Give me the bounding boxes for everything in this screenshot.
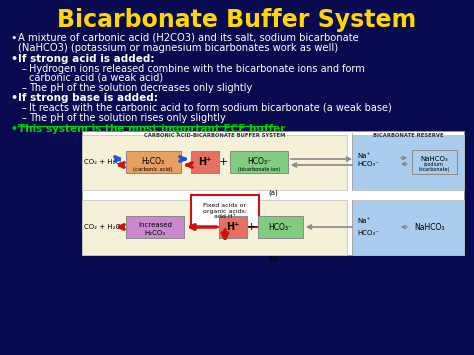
Text: (b): (b) [268,255,278,262]
Text: •: • [10,93,17,103]
Bar [219,216,247,238]
Bar [126,151,181,173]
Text: If strong acid is added:: If strong acid is added: [18,54,155,64]
Text: Na⁺: Na⁺ [357,153,370,159]
Text: CO₂ + H₂O: CO₂ + H₂O [84,159,121,165]
Text: Na⁺: Na⁺ [357,218,370,224]
Text: •: • [10,124,17,134]
Text: (bicarbonate ion): (bicarbonate ion) [238,166,280,171]
Text: carbonic acid (a weak acid): carbonic acid (a weak acid) [29,73,163,83]
Text: H₂CO₃: H₂CO₃ [145,230,165,236]
Bar [126,216,184,238]
Bar [412,150,457,174]
Text: Fixed acids or
organic acids:
add H⁺: Fixed acids or organic acids: add H⁺ [203,203,247,219]
Text: It reacts with the carbonic acid to form sodium bicarbonate (a weak base): It reacts with the carbonic acid to form… [29,103,392,113]
Text: (sodium
bicarbonate): (sodium bicarbonate) [419,162,450,173]
Bar [191,195,259,227]
Text: The pH of the solution rises only slightly: The pH of the solution rises only slight… [29,113,226,123]
Text: (carbonic acid): (carbonic acid) [133,166,173,171]
Bar [230,151,288,173]
Text: The pH of the solution decreases only slightly: The pH of the solution decreases only sl… [29,83,252,93]
Bar [258,216,303,238]
Text: +: + [219,157,228,167]
Text: •: • [10,33,17,43]
Text: A mixture of carbonic acid (H2CO3) and its salt, sodium bicarbonate: A mixture of carbonic acid (H2CO3) and i… [18,33,359,43]
Text: •: • [10,54,17,64]
Bar [191,151,219,173]
Text: Increased: Increased [138,222,172,228]
Text: BICARBONATE RESERVE: BICARBONATE RESERVE [373,133,443,138]
Text: –: – [22,103,27,113]
Text: HCO₃⁻: HCO₃⁻ [357,161,379,167]
Text: H₂CO₃: H₂CO₃ [141,157,164,165]
Text: –: – [22,83,27,93]
Text: Hydrogen ions released combine with the bicarbonate ions and form: Hydrogen ions released combine with the … [29,64,365,74]
Bar [352,135,464,190]
Text: (NaHCO3) (potassium or magnesium bicarbonates work as well): (NaHCO3) (potassium or magnesium bicarbo… [18,43,338,53]
Bar [82,200,347,255]
Text: CARBONIC ACID-BICARBONATE BUFFER SYSTEM: CARBONIC ACID-BICARBONATE BUFFER SYSTEM [144,133,286,138]
Text: CO₂ + H₂O: CO₂ + H₂O [84,224,121,230]
Text: HCO₃⁻: HCO₃⁻ [247,157,271,165]
Text: NaHCO₃: NaHCO₃ [420,156,448,162]
Bar [352,200,464,255]
Bar [82,131,464,255]
Text: NaHCO₃: NaHCO₃ [414,223,445,231]
Text: +: + [246,222,255,232]
Text: If strong base is added:: If strong base is added: [18,93,158,103]
Text: H⁺: H⁺ [198,157,212,167]
Text: HCO₃⁻: HCO₃⁻ [357,230,379,236]
Text: (a): (a) [268,190,278,197]
Text: H⁺: H⁺ [226,222,240,232]
Text: HCO₃⁻: HCO₃⁻ [268,223,292,231]
Text: –: – [22,64,27,74]
Bar [82,135,347,190]
Text: This system is the most important ECF buffer: This system is the most important ECF bu… [18,124,285,134]
Text: Bicarbonate Buffer System: Bicarbonate Buffer System [57,8,417,32]
Text: –: – [22,113,27,123]
